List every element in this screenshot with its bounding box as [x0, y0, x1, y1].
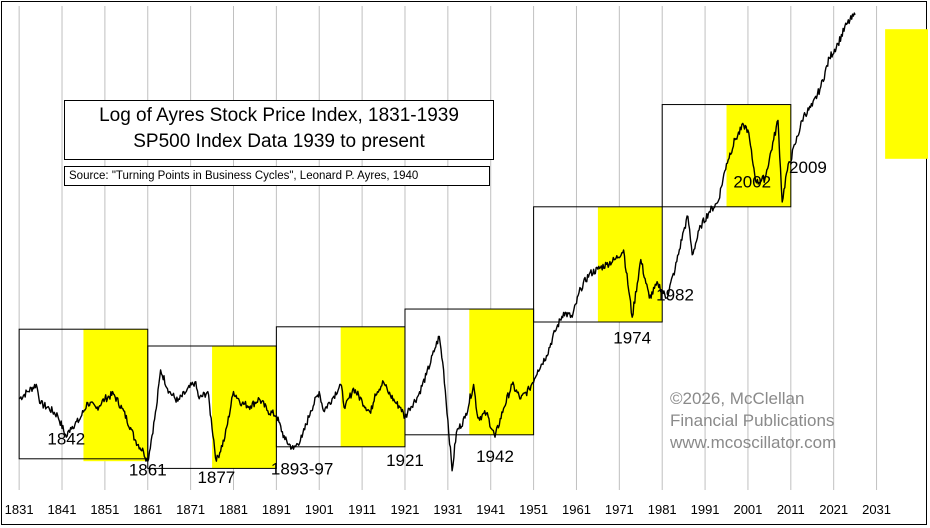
- chart-title-line-2: SP500 Index Data 1939 to present: [133, 131, 425, 152]
- cycle-box: [661, 104, 792, 208]
- year-label: 1921: [386, 451, 424, 470]
- x-tick-label: 1901: [305, 502, 334, 517]
- cycle-box: [533, 206, 663, 323]
- x-tick-label: 1991: [691, 502, 720, 517]
- year-label: 1877: [197, 468, 235, 487]
- highlight-zone: [885, 29, 928, 159]
- year-label: 1893-97: [271, 460, 333, 479]
- x-tick-label: 1851: [90, 502, 119, 517]
- year-label: 1861: [129, 461, 167, 480]
- x-tick-label: 1831: [5, 502, 34, 517]
- x-tick-label: 1911: [348, 502, 376, 517]
- x-tick-label: 1971: [605, 502, 634, 517]
- x-tick-label: 2031: [862, 502, 891, 517]
- x-tick-label: 1881: [219, 502, 248, 517]
- year-label: 1982: [656, 285, 694, 304]
- year-label: 1974: [613, 329, 651, 348]
- x-tick-label: 1931: [433, 502, 462, 517]
- year-label: 1942: [476, 447, 514, 466]
- x-tick-label: 1951: [519, 502, 548, 517]
- x-tick-label: 1921: [391, 502, 420, 517]
- year-label: 2002: [733, 173, 771, 192]
- highlight-zone: [340, 326, 405, 447]
- x-axis-ticks: 1831 1841 1851 1861 1871 1881 1891 1901 1911 1921…: [5, 502, 891, 517]
- highlight-zone: [83, 329, 148, 462]
- x-tick-label: 1861: [133, 502, 162, 517]
- x-tick-label: 1841: [48, 502, 77, 517]
- x-tick-label: 1941: [476, 502, 505, 517]
- source-note: Source: "Turning Points in Business Cycl…: [64, 166, 490, 186]
- x-tick-label: 1981: [648, 502, 677, 517]
- x-tick-label: 1961: [562, 502, 591, 517]
- credit-line-1: ©2026, McClellan: [670, 389, 805, 408]
- year-label: 1842: [47, 429, 85, 448]
- year-label: 2009: [789, 158, 827, 177]
- x-tick-label: 2011: [777, 502, 805, 517]
- cycle-box: [404, 308, 535, 436]
- chart-title-box: Log of Ayres Stock Price Index, 1831-193…: [64, 100, 494, 160]
- price-series: [18, 12, 856, 472]
- copyright-credit: ©2026, McClellan Financial Publications …: [670, 388, 836, 454]
- x-tick-label: 2021: [819, 502, 848, 517]
- year-annotations: 1842 1861 1877 1893-97 1921 1942 1974 1982 2002 2…: [47, 158, 826, 487]
- chart-title-line-1: Log of Ayres Stock Price Index, 1831-193…: [99, 105, 459, 126]
- x-tick-label: 1871: [176, 502, 205, 517]
- credit-line-2: Financial Publications: [670, 411, 835, 430]
- x-tick-label: 1891: [262, 502, 291, 517]
- x-tick-label: 2001: [733, 502, 762, 517]
- credit-line-3: www.mcoscillator.com: [670, 433, 837, 452]
- cycle-boxes: [18, 29, 928, 469]
- price-line: [18, 12, 856, 472]
